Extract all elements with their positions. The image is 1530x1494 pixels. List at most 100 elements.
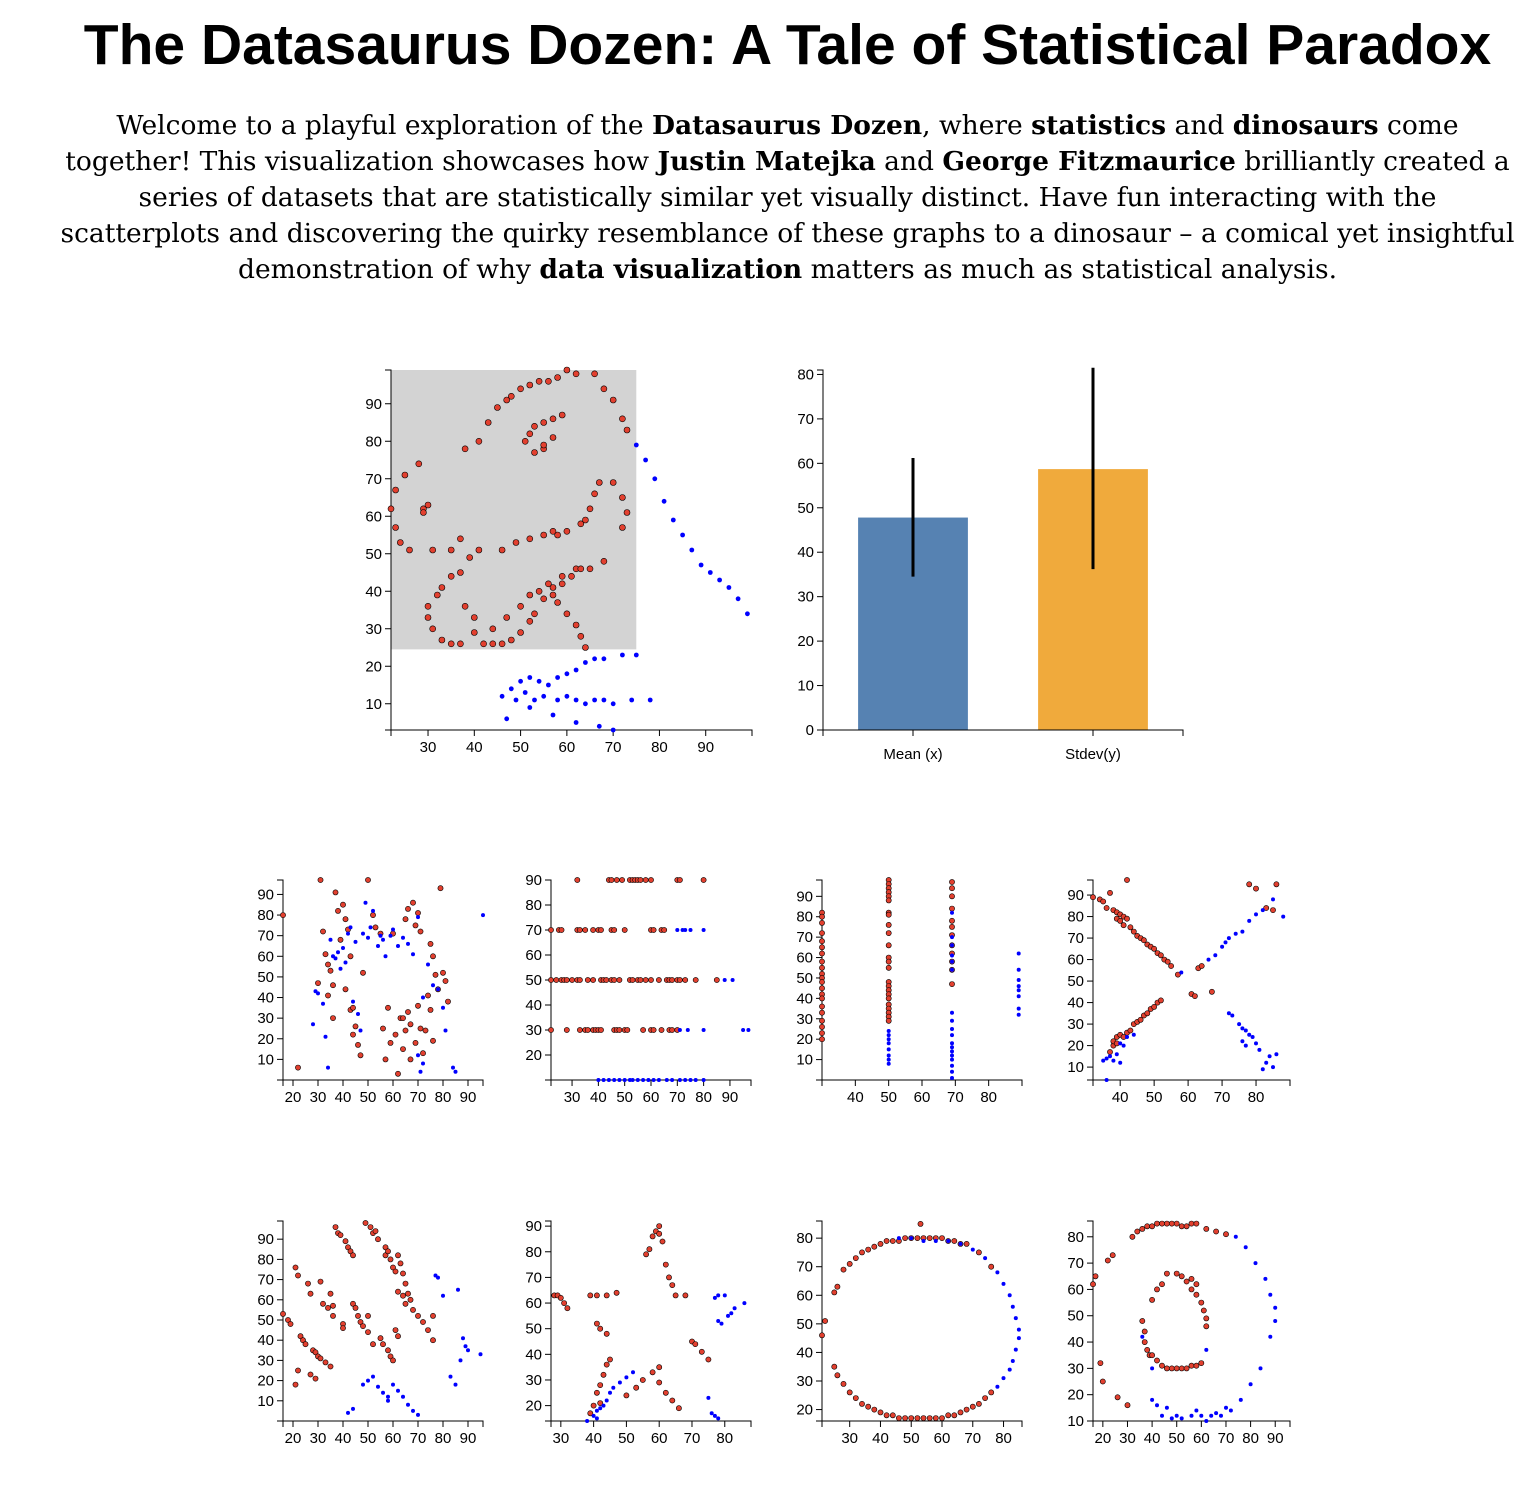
- selected-point[interactable]: [1203, 1315, 1210, 1322]
- selected-point[interactable]: [1154, 1286, 1160, 1293]
- data-point[interactable]: [950, 953, 954, 958]
- selected-point[interactable]: [613, 1289, 620, 1296]
- data-point[interactable]: [466, 1348, 470, 1353]
- selected-point[interactable]: [305, 1280, 311, 1287]
- selected-point[interactable]: [649, 1233, 656, 1240]
- selected-point[interactable]: [834, 1372, 841, 1379]
- selected-point[interactable]: [563, 610, 571, 618]
- x_shape-chart[interactable]: 10 20 30 40 50 60 70 80 90 40 50 60 70 80: [1067, 877, 1291, 1106]
- selected-point[interactable]: [1141, 1339, 1148, 1345]
- data-point[interactable]: [1108, 1054, 1112, 1059]
- selected-point[interactable]: [623, 1392, 630, 1399]
- selected-point[interactable]: [1183, 1223, 1190, 1230]
- selected-point[interactable]: [1100, 898, 1107, 905]
- selected-point[interactable]: [594, 1292, 600, 1299]
- data-point[interactable]: [1273, 1305, 1278, 1310]
- selected-point[interactable]: [650, 1027, 657, 1033]
- selected-point[interactable]: [1164, 1220, 1170, 1227]
- data-point[interactable]: [371, 908, 375, 913]
- selected-point[interactable]: [1159, 1362, 1165, 1369]
- selected-point[interactable]: [949, 924, 955, 930]
- selected-point[interactable]: [623, 509, 631, 516]
- selected-point[interactable]: [598, 1027, 604, 1033]
- selected-point[interactable]: [526, 617, 534, 625]
- selected-point[interactable]: [885, 897, 892, 904]
- data-point[interactable]: [1010, 1304, 1015, 1309]
- data-point[interactable]: [606, 1078, 611, 1082]
- selected-point[interactable]: [600, 1371, 607, 1378]
- selected-point[interactable]: [405, 1290, 411, 1297]
- selected-point[interactable]: [322, 1359, 329, 1366]
- selected-point[interactable]: [586, 565, 594, 573]
- selected-point[interactable]: [1168, 1365, 1175, 1372]
- data-point[interactable]: [950, 910, 954, 915]
- selected-point[interactable]: [819, 985, 825, 992]
- data-point[interactable]: [1114, 1052, 1119, 1057]
- selected-point[interactable]: [669, 977, 675, 983]
- selected-point[interactable]: [587, 1292, 594, 1299]
- selected-point[interactable]: [840, 1266, 847, 1273]
- data-point[interactable]: [629, 697, 635, 703]
- selected-point[interactable]: [327, 1290, 334, 1297]
- selected-point[interactable]: [584, 977, 591, 983]
- selected-point[interactable]: [692, 977, 699, 983]
- data-point[interactable]: [573, 697, 579, 703]
- selected-point[interactable]: [457, 569, 464, 576]
- selected-point[interactable]: [425, 992, 431, 999]
- selected-point[interactable]: [322, 951, 329, 958]
- selected-point[interactable]: [335, 908, 341, 914]
- selected-point[interactable]: [926, 1415, 933, 1421]
- selected-point[interactable]: [561, 1300, 567, 1306]
- selected-point[interactable]: [648, 977, 654, 983]
- selected-point[interactable]: [623, 426, 631, 434]
- selected-point[interactable]: [461, 445, 469, 453]
- data-point[interactable]: [1016, 988, 1021, 993]
- data-point[interactable]: [1258, 1366, 1263, 1371]
- data-point[interactable]: [358, 1028, 363, 1033]
- data-point[interactable]: [406, 941, 410, 946]
- data-point[interactable]: [688, 1078, 693, 1082]
- selected-point[interactable]: [591, 490, 598, 498]
- selected-point[interactable]: [350, 1300, 356, 1307]
- data-point[interactable]: [1268, 1334, 1273, 1339]
- selected-point[interactable]: [1183, 1365, 1190, 1372]
- selected-point[interactable]: [698, 1348, 705, 1355]
- selected-point[interactable]: [292, 1264, 299, 1271]
- data-point[interactable]: [381, 1390, 385, 1395]
- selected-point[interactable]: [327, 967, 334, 974]
- selected-point[interactable]: [1198, 1360, 1205, 1366]
- data-point[interactable]: [366, 1378, 370, 1383]
- data-point[interactable]: [1016, 984, 1021, 989]
- data-point[interactable]: [1104, 1056, 1109, 1061]
- selected-point[interactable]: [330, 1015, 336, 1021]
- selected-point[interactable]: [603, 1361, 610, 1368]
- selected-point[interactable]: [1188, 1286, 1195, 1293]
- selected-point[interactable]: [405, 906, 411, 912]
- data-point[interactable]: [1179, 1416, 1184, 1421]
- dino-chart[interactable]: 10 20 30 40 50 60 70 80 90 30 40 50 60 70 80 90: [365, 366, 753, 756]
- data-point[interactable]: [343, 960, 348, 965]
- selected-point[interactable]: [590, 1402, 597, 1409]
- selected-point[interactable]: [558, 411, 566, 419]
- selected-point[interactable]: [1223, 1231, 1229, 1238]
- data-point[interactable]: [741, 1028, 746, 1032]
- data-point[interactable]: [617, 1078, 622, 1082]
- data-point[interactable]: [504, 716, 510, 722]
- selected-point[interactable]: [633, 1384, 640, 1391]
- data-point[interactable]: [1016, 1012, 1021, 1017]
- data-point[interactable]: [1268, 1292, 1273, 1297]
- data-point[interactable]: [461, 1336, 465, 1341]
- selected-point[interactable]: [315, 980, 321, 986]
- selected-point[interactable]: [598, 927, 604, 933]
- selected-point[interactable]: [372, 924, 379, 931]
- selected-point[interactable]: [367, 1224, 374, 1230]
- selected-point[interactable]: [963, 1406, 970, 1413]
- data-point[interactable]: [338, 966, 343, 971]
- data-point[interactable]: [573, 720, 579, 725]
- selected-point[interactable]: [577, 565, 585, 573]
- data-point[interactable]: [716, 1319, 721, 1323]
- data-point[interactable]: [378, 933, 383, 938]
- selected-point[interactable]: [1183, 1278, 1190, 1285]
- data-point[interactable]: [1204, 1347, 1209, 1352]
- selected-point[interactable]: [387, 1040, 394, 1046]
